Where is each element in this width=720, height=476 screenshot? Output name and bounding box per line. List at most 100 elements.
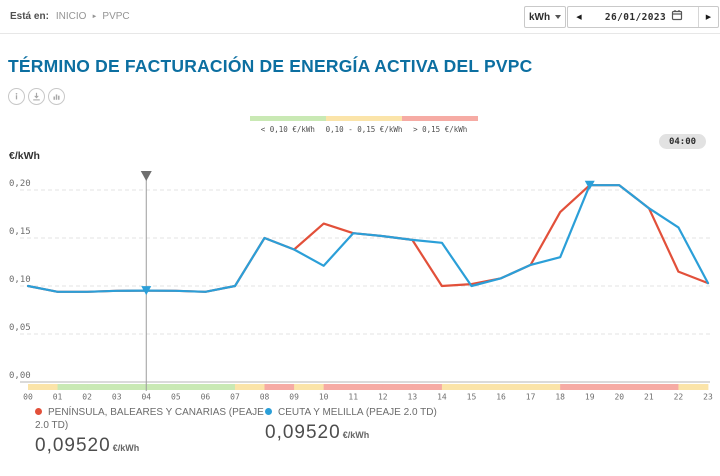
hour-band-segment	[382, 384, 413, 390]
range-segment-low	[250, 116, 326, 121]
download-button[interactable]	[28, 88, 45, 105]
x-tick-label: 00	[23, 393, 33, 402]
x-tick-label: 18	[555, 393, 565, 402]
x-tick-label: 21	[644, 393, 654, 402]
hour-band-segment	[619, 384, 650, 390]
hour-band-segment	[678, 384, 709, 390]
breadcrumb-separator-icon: ►	[91, 13, 98, 20]
x-tick-label: 05	[171, 393, 181, 402]
selected-point-marker-icon	[141, 286, 152, 296]
hour-band-segment	[648, 384, 679, 390]
x-tick-label: 03	[112, 393, 122, 402]
range-segment-mid	[326, 116, 402, 121]
x-tick-label: 09	[289, 393, 299, 402]
hour-band-segment	[87, 384, 118, 390]
price-range-labels: < 0,10 €/kWh 0,10 - 0,15 €/kWh > 0,15 €/…	[250, 125, 478, 134]
x-tick-label: 04	[141, 393, 151, 402]
range-label-high: > 0,15 €/kWh	[413, 125, 468, 134]
hour-band-segment	[294, 384, 325, 390]
y-tick-label: 0,10	[9, 275, 31, 285]
page-title: TÉRMINO DE FACTURACIÓN DE ENERGÍA ACTIVA…	[8, 56, 533, 76]
x-tick-label: 06	[201, 393, 211, 402]
range-segment-high	[402, 116, 478, 121]
hour-band-segment	[28, 384, 58, 390]
hour-band-segment	[175, 384, 206, 390]
max-point-marker-icon	[584, 180, 595, 190]
x-tick-label: 10	[319, 393, 329, 402]
price-range-band	[250, 116, 478, 121]
breadcrumb-link-inicio[interactable]: INICIO	[55, 11, 87, 22]
y-tick-label: 0,20	[9, 179, 31, 189]
price-range-legend: < 0,10 €/kWh 0,10 - 0,15 €/kWh > 0,15 €/…	[250, 116, 478, 134]
ceuta-price-value: 0,09520	[265, 422, 341, 443]
prev-day-button[interactable]: ◀	[576, 14, 582, 21]
peninsula-price-unit: €/kWh	[112, 443, 140, 453]
hour-band-segment	[264, 384, 295, 390]
hour-band-segment	[323, 384, 354, 390]
x-tick-label: 02	[82, 393, 92, 402]
series-line-peninsula	[26, 184, 710, 293]
selected-hour-handle-icon[interactable]	[140, 171, 152, 181]
legend-item-peninsula[interactable]: PENÍNSULA, BALEARES Y CANARIAS (PEAJE 2.…	[35, 406, 265, 457]
range-label-mid: 0,10 - 0,15 €/kWh	[325, 125, 403, 134]
download-icon	[32, 92, 41, 101]
legend-item-ceuta[interactable]: CEUTA Y MELILLA (PEAJE 2.0 TD) 0,09520 €/…	[265, 406, 515, 457]
calendar-icon	[671, 8, 683, 26]
x-tick-label: 22	[674, 393, 684, 402]
y-tick-label: 0,00	[9, 371, 31, 381]
x-tick-label: 16	[496, 393, 506, 402]
hour-band-segment	[234, 384, 265, 390]
x-tick-label: 15	[467, 393, 477, 402]
x-tick-label: 12	[378, 393, 388, 402]
hour-band-segment	[501, 384, 532, 390]
unit-selector-dropdown[interactable]: kWh	[524, 6, 566, 28]
legend-value-peninsula: 0,09520 €/kWh	[35, 435, 265, 457]
breadcrumb-prefix: Está en:	[10, 11, 49, 22]
info-button[interactable]	[8, 88, 25, 105]
x-tick-label: 13	[408, 393, 418, 402]
x-tick-label: 08	[260, 393, 270, 402]
hour-band-segment	[530, 384, 561, 390]
series-line-ceuta	[26, 184, 710, 293]
y-tick-label: 0,05	[9, 323, 31, 333]
y-tick-label: 0,15	[9, 227, 31, 237]
x-tick-label: 01	[53, 393, 63, 402]
peninsula-price-value: 0,09520	[35, 435, 111, 456]
date-value: 26/01/2023	[604, 11, 667, 23]
top-bar: Está en: INICIO ► PVPC kWh ◀ 26/01/2023	[0, 0, 720, 34]
hour-band-segment	[116, 384, 147, 390]
hour-band-segment	[57, 384, 88, 390]
hour-band-segment	[205, 384, 236, 390]
legend-value-ceuta: 0,09520 €/kWh	[265, 422, 515, 444]
x-tick-label: 17	[526, 393, 536, 402]
export-chart-button[interactable]	[48, 88, 65, 105]
hour-band-segment	[353, 384, 384, 390]
ceuta-price-unit: €/kWh	[342, 430, 370, 440]
date-picker[interactable]: 26/01/2023	[590, 7, 698, 27]
legend-label-peninsula: PENÍNSULA, BALEARES Y CANARIAS (PEAJE 2.…	[35, 407, 264, 431]
pvpc-line-chart[interactable]: 0,20 0,15 0,10 0,05 0,00 €/kWh 00 01 02 03 04 05 06 0…	[0, 145, 720, 407]
info-icon	[12, 92, 21, 101]
range-label-low: < 0,10 €/kWh	[260, 125, 315, 134]
unit-selector-value: kWh	[528, 11, 551, 23]
x-tick-label: 19	[585, 393, 595, 402]
date-navigator: ◀ 26/01/2023 ▶	[567, 6, 719, 28]
hour-band-segment	[412, 384, 443, 390]
selected-time-badge: 04:00	[659, 134, 706, 149]
next-day-button[interactable]: ▶	[698, 7, 718, 27]
hour-band-segment	[589, 384, 620, 390]
breadcrumb: Está en: INICIO ► PVPC	[10, 0, 130, 33]
x-tick-label: 07	[230, 393, 240, 402]
bar-chart-icon	[52, 92, 61, 101]
y-axis-unit-label: €/kWh	[9, 150, 40, 162]
x-tick-label: 20	[614, 393, 624, 402]
series-legend: PENÍNSULA, BALEARES Y CANARIAS (PEAJE 2.…	[35, 406, 705, 457]
peninsula-series-dot-icon	[35, 408, 42, 415]
chart-toolbar	[8, 88, 65, 105]
legend-label-ceuta: CEUTA Y MELILLA (PEAJE 2.0 TD)	[265, 406, 515, 419]
x-tick-label: 11	[348, 393, 358, 402]
hour-band-segment	[441, 384, 472, 390]
hour-band-segment	[471, 384, 502, 390]
x-tick-label: 14	[437, 393, 447, 402]
ceuta-series-dot-icon	[265, 408, 272, 415]
